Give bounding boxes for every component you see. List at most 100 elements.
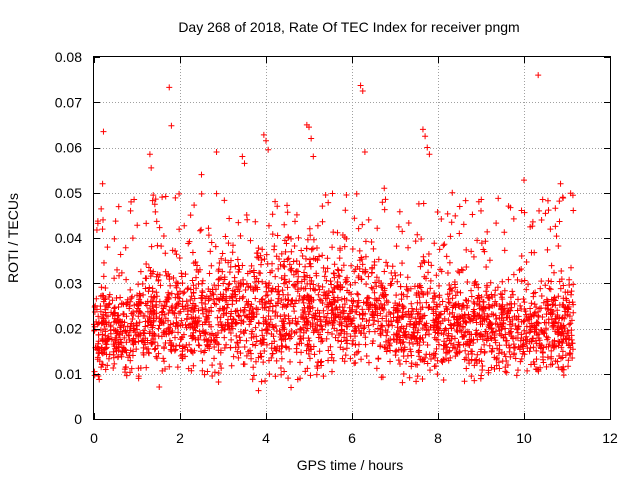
data-point (191, 295, 198, 302)
data-point (543, 333, 550, 340)
data-point (225, 316, 232, 323)
data-point (99, 226, 106, 233)
data-point (198, 348, 205, 355)
data-point (517, 302, 524, 309)
data-point (363, 281, 370, 288)
data-point (435, 330, 442, 337)
data-point (315, 291, 322, 298)
data-point (113, 334, 120, 341)
data-point (223, 287, 230, 294)
data-point (141, 327, 148, 334)
data-point (189, 304, 196, 311)
data-point (370, 245, 377, 252)
data-point (230, 315, 237, 322)
data-point (299, 252, 306, 259)
data-point (189, 349, 196, 356)
data-point-peak (100, 128, 107, 135)
data-point (506, 348, 513, 355)
data-point (324, 265, 331, 272)
data-point (445, 348, 452, 355)
data-point (212, 243, 219, 250)
data-point (288, 267, 295, 274)
data-point (368, 284, 375, 291)
data-point (538, 278, 545, 285)
data-point (198, 299, 205, 306)
data-point (534, 331, 541, 338)
data-point (474, 237, 481, 244)
data-point (501, 229, 508, 236)
data-point (477, 315, 484, 322)
data-point (446, 259, 453, 266)
data-point (111, 343, 118, 350)
data-point (161, 358, 168, 365)
data-point (430, 306, 437, 313)
data-point (318, 323, 325, 330)
data-point (338, 338, 345, 345)
data-point (180, 331, 187, 338)
data-point (221, 334, 228, 341)
data-point (271, 246, 278, 253)
data-point (570, 207, 577, 214)
data-point (261, 256, 268, 263)
data-point (110, 348, 117, 355)
data-point (570, 281, 577, 288)
data-point (123, 372, 130, 379)
data-point (296, 293, 303, 300)
data-point (283, 240, 290, 247)
data-point (123, 339, 130, 346)
data-point (286, 335, 293, 342)
data-point (379, 199, 386, 206)
data-point (184, 308, 191, 315)
data-point (371, 289, 378, 296)
data-point (235, 354, 242, 361)
data-point (229, 249, 236, 256)
data-point (105, 355, 112, 362)
data-point (178, 336, 184, 343)
chart-title: Day 268 of 2018, Rate Of TEC Index for r… (178, 19, 519, 35)
data-point (486, 257, 493, 264)
data-point (259, 296, 266, 303)
data-point (529, 218, 536, 225)
data-point (140, 291, 147, 298)
data-point (536, 305, 543, 312)
data-point (328, 351, 335, 358)
data-point (285, 375, 292, 382)
data-point (278, 355, 285, 362)
data-point (258, 340, 265, 347)
data-point (514, 307, 521, 314)
data-point (131, 325, 138, 332)
data-point (404, 274, 411, 281)
data-point (125, 331, 132, 338)
data-point (269, 231, 276, 238)
data-point (147, 273, 154, 280)
data-point (172, 294, 179, 301)
data-point (114, 328, 121, 335)
data-point (314, 307, 321, 314)
data-point (388, 318, 395, 325)
data-point (322, 268, 329, 275)
data-point (353, 190, 360, 197)
data-point (396, 301, 403, 308)
data-point (562, 289, 569, 296)
data-point (259, 304, 266, 311)
data-point (236, 334, 243, 341)
data-point (320, 373, 327, 380)
data-point (272, 373, 279, 380)
data-point (556, 218, 563, 225)
data-point (304, 325, 311, 332)
data-point (236, 266, 243, 273)
data-point (140, 351, 147, 358)
data-point-peak (198, 171, 205, 178)
data-point (334, 229, 341, 236)
data-point (273, 357, 280, 364)
data-point (119, 330, 126, 337)
data-point (398, 323, 405, 330)
data-point (210, 291, 217, 298)
data-point (316, 313, 323, 320)
data-point (217, 349, 224, 356)
data-point (248, 328, 255, 335)
data-point (158, 333, 165, 340)
data-point (491, 354, 498, 361)
data-point (398, 296, 405, 303)
